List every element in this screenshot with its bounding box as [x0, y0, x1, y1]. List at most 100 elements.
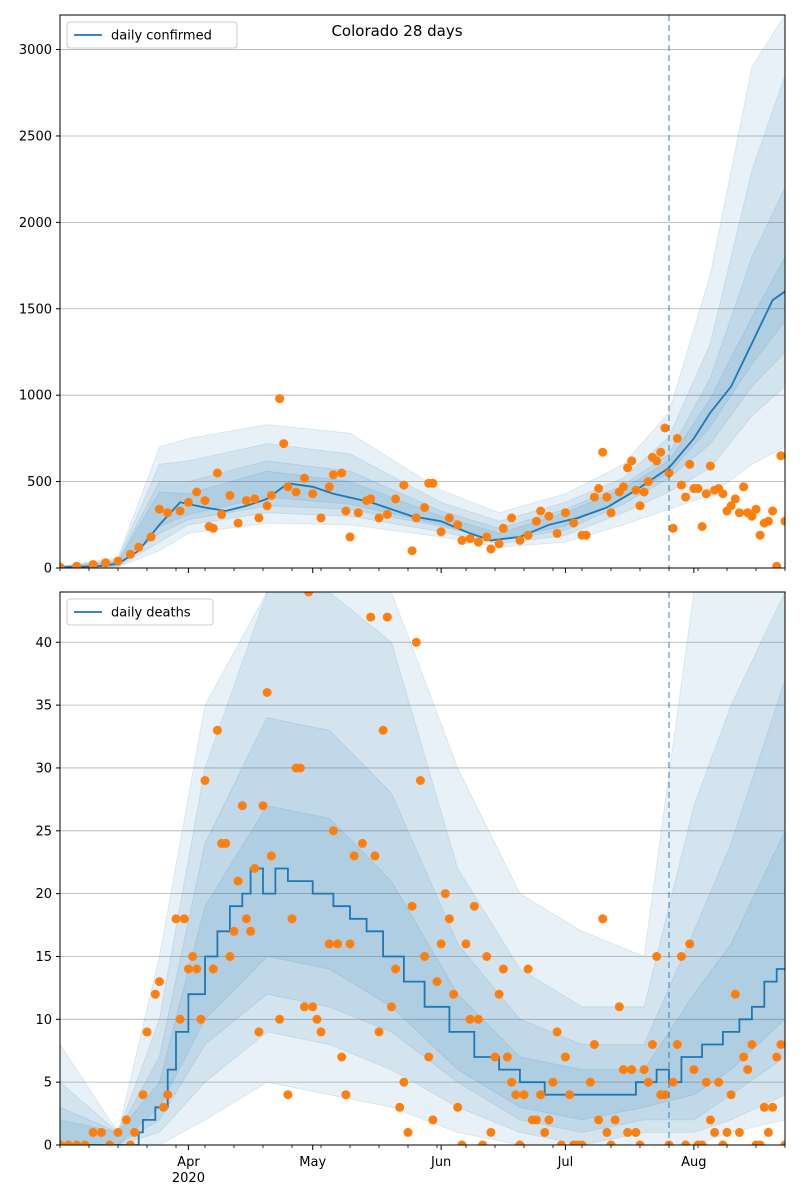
- data-point: [697, 1140, 707, 1145]
- data-point: [726, 1090, 736, 1100]
- y-tick-label: 500: [27, 475, 52, 490]
- data-point: [63, 1140, 73, 1145]
- data-point: [681, 492, 691, 502]
- confidence-band: [60, 592, 785, 1145]
- data-point: [780, 516, 785, 526]
- data-point: [705, 1115, 715, 1125]
- data-point: [755, 1140, 765, 1145]
- data-point: [391, 494, 401, 504]
- data-point: [192, 964, 202, 974]
- data-point: [241, 914, 251, 924]
- data-point: [424, 1052, 434, 1062]
- legend-label: daily confirmed: [111, 29, 212, 44]
- data-point: [776, 451, 785, 461]
- data-point: [275, 1014, 285, 1024]
- data-point: [453, 1102, 463, 1112]
- data-point: [544, 511, 554, 521]
- data-point: [643, 477, 653, 487]
- y-tick-label: 2500: [19, 129, 52, 144]
- data-point: [411, 513, 421, 523]
- data-point: [743, 1065, 753, 1075]
- data-point: [457, 1140, 467, 1145]
- data-point: [544, 1115, 554, 1125]
- data-point: [697, 522, 707, 531]
- data-point: [734, 508, 744, 518]
- data-point: [250, 864, 260, 873]
- data-point: [225, 952, 235, 961]
- data-point: [279, 439, 289, 449]
- legend-box: [66, 21, 238, 49]
- y-tick-label: 0: [44, 562, 52, 577]
- data-point: [660, 423, 670, 433]
- data-point: [664, 468, 674, 478]
- data-point: [507, 1077, 517, 1087]
- plot-area: [60, 15, 785, 568]
- data-point: [652, 952, 662, 961]
- data-point: [366, 612, 376, 622]
- data-point: [739, 482, 749, 492]
- data-point: [200, 496, 210, 506]
- data-point: [420, 503, 430, 512]
- data-point: [656, 447, 666, 457]
- data-point: [486, 1127, 496, 1137]
- data-point: [676, 952, 686, 961]
- data-point: [560, 508, 570, 518]
- data-point: [250, 494, 260, 504]
- data-point: [594, 484, 604, 493]
- data-point: [494, 989, 504, 999]
- data-point: [610, 1115, 620, 1125]
- data-point: [113, 556, 123, 566]
- data-point: [515, 535, 525, 545]
- data-point: [138, 1090, 148, 1100]
- data-point: [552, 1027, 562, 1037]
- y-tick-label: 5: [44, 1076, 52, 1091]
- data-point: [374, 513, 384, 523]
- data-point: [324, 482, 334, 492]
- data-point: [763, 516, 773, 526]
- data-point: [494, 539, 504, 549]
- data-point: [768, 506, 778, 516]
- data-point: [685, 459, 695, 469]
- data-point: [237, 801, 247, 811]
- data-point: [602, 492, 612, 502]
- chart-title: Colorado 28 days: [331, 22, 462, 40]
- data-point: [639, 1065, 649, 1075]
- data-point: [308, 1002, 318, 1012]
- data-point: [444, 914, 454, 924]
- data-point: [772, 561, 782, 568]
- data-point: [183, 964, 193, 974]
- data-point: [229, 926, 239, 936]
- data-point: [266, 851, 276, 861]
- data-point: [221, 838, 231, 848]
- data-point: [291, 487, 301, 497]
- data-point: [631, 1127, 641, 1137]
- data-point: [188, 952, 198, 961]
- data-point: [482, 952, 492, 961]
- data-point: [262, 688, 272, 697]
- data-point: [631, 485, 641, 495]
- data-point: [565, 1090, 575, 1100]
- data-point: [776, 1040, 785, 1049]
- data-point: [453, 520, 463, 530]
- x-tick-label: Aug: [681, 1155, 706, 1170]
- data-point: [676, 480, 686, 490]
- y-tick-label: 30: [35, 761, 52, 776]
- data-point: [672, 1040, 682, 1049]
- data-point: [747, 1040, 757, 1049]
- series-line-daily-deaths: [60, 867, 785, 1145]
- data-point: [254, 1027, 264, 1037]
- data-point: [299, 473, 309, 483]
- data-point: [88, 560, 98, 568]
- data-point: [192, 487, 202, 497]
- data-point: [88, 1127, 98, 1137]
- data-point: [552, 528, 562, 538]
- data-point: [183, 497, 193, 507]
- data-point: [258, 801, 268, 811]
- data-point: [299, 1002, 309, 1012]
- data-point: [560, 1052, 570, 1062]
- data-point: [312, 1014, 322, 1024]
- data-point: [701, 489, 711, 499]
- data-point: [382, 612, 392, 622]
